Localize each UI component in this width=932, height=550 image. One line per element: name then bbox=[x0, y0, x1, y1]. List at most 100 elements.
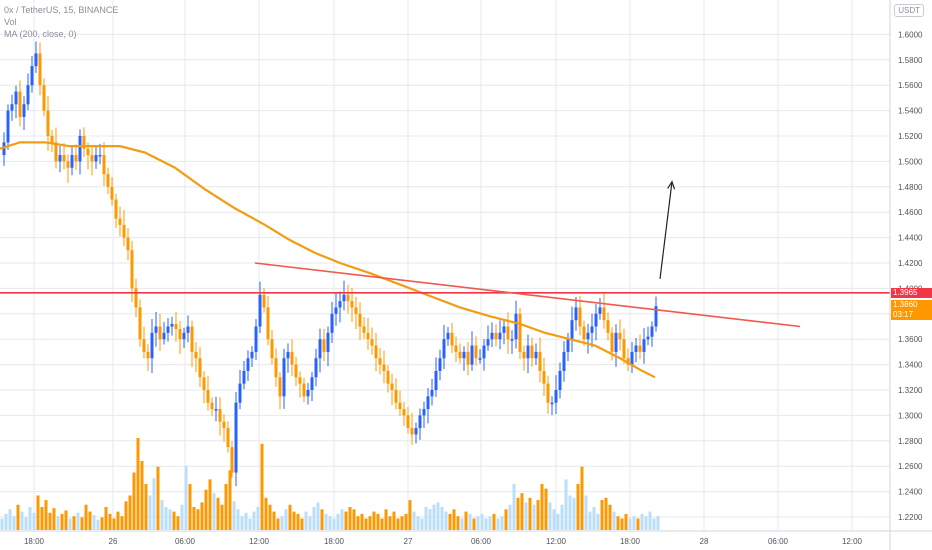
currency-badge[interactable]: USDT bbox=[894, 4, 924, 17]
candle-body bbox=[230, 447, 234, 473]
candle-body bbox=[162, 332, 166, 340]
volume-bar bbox=[68, 518, 72, 530]
volume-bar bbox=[540, 484, 544, 530]
volume-bar bbox=[180, 504, 184, 530]
candle-body bbox=[510, 339, 514, 341]
volume-bar bbox=[296, 513, 300, 530]
candle-body bbox=[250, 351, 254, 359]
volume-bar bbox=[412, 511, 416, 530]
candle-body bbox=[438, 358, 442, 371]
volume-bar bbox=[532, 504, 536, 530]
breakout-arrow[interactable] bbox=[659, 180, 676, 279]
price-tick-label: 1.2800 bbox=[898, 437, 923, 446]
volume-bar bbox=[128, 495, 132, 530]
time-tick-label: 18:00 bbox=[324, 537, 345, 546]
volume-bar bbox=[132, 472, 136, 530]
candle-body bbox=[54, 142, 58, 162]
price-tick-label: 1.5200 bbox=[898, 132, 923, 141]
candle-body bbox=[98, 155, 102, 157]
candle-body bbox=[322, 339, 326, 352]
candle-body bbox=[614, 332, 618, 352]
ma-legend-label[interactable]: MA (200, close, 0) bbox=[4, 29, 77, 39]
candle-body bbox=[490, 332, 494, 340]
volume-bar bbox=[216, 497, 220, 530]
volume-bar bbox=[268, 504, 272, 530]
price-tick-label: 1.3600 bbox=[898, 335, 923, 344]
volume-bar bbox=[284, 509, 288, 530]
candle-body bbox=[574, 307, 578, 321]
candle-body bbox=[90, 155, 94, 162]
candle-body bbox=[222, 421, 226, 429]
volume-bar bbox=[576, 484, 580, 530]
candle-body bbox=[466, 351, 470, 365]
time-tick-label: 18:00 bbox=[24, 537, 45, 546]
candle-body bbox=[210, 402, 214, 410]
volume-bar bbox=[452, 509, 456, 530]
price-axis-panel[interactable] bbox=[890, 0, 932, 550]
volume-bar bbox=[116, 511, 120, 530]
symbol-title[interactable]: 0x / TetherUS, 15, BINANCE bbox=[4, 5, 119, 15]
volume-histogram bbox=[0, 438, 660, 530]
volume-bar bbox=[300, 518, 304, 530]
candle-body bbox=[366, 332, 370, 340]
candle-body bbox=[470, 345, 474, 365]
volume-bar bbox=[480, 513, 484, 530]
candle-body bbox=[530, 345, 534, 359]
volume-bar bbox=[124, 501, 128, 530]
volume-bar bbox=[240, 516, 244, 530]
volume-bar bbox=[580, 466, 584, 530]
volume-bar bbox=[496, 518, 500, 530]
candle-body bbox=[486, 339, 490, 346]
volume-bar bbox=[440, 507, 444, 530]
candle-body bbox=[426, 396, 430, 410]
volume-bar bbox=[632, 516, 636, 530]
candle-body bbox=[122, 224, 126, 238]
volume-bar bbox=[436, 502, 440, 530]
candle-body bbox=[634, 345, 638, 352]
volume-bar bbox=[616, 516, 620, 530]
volume-bar bbox=[336, 513, 340, 530]
candle-body bbox=[566, 339, 570, 352]
candle-body bbox=[22, 104, 26, 117]
volume-bar bbox=[140, 461, 144, 530]
price-tick-label: 1.2400 bbox=[898, 488, 923, 497]
volume-legend-label[interactable]: Vol bbox=[4, 17, 17, 27]
volume-bar bbox=[408, 500, 412, 530]
volume-bar bbox=[568, 495, 572, 530]
volume-bar bbox=[472, 518, 476, 530]
candle-body bbox=[70, 155, 74, 168]
candle-body bbox=[406, 415, 410, 429]
volume-bar bbox=[44, 500, 48, 530]
candle-body bbox=[542, 370, 546, 384]
candle-body bbox=[198, 358, 202, 378]
candle-body bbox=[554, 390, 558, 403]
descending-trend-line[interactable] bbox=[254, 262, 801, 328]
candle-body bbox=[370, 339, 374, 346]
volume-bar bbox=[376, 513, 380, 530]
candle-body bbox=[74, 155, 78, 162]
volume-bar bbox=[464, 511, 468, 530]
volume-bar bbox=[48, 512, 52, 530]
volume-bar bbox=[156, 466, 160, 530]
candle-body bbox=[410, 428, 414, 435]
candle-body bbox=[238, 383, 242, 403]
candle-body bbox=[454, 345, 458, 352]
candle-body bbox=[226, 428, 230, 448]
time-tick-label: 06:00 bbox=[175, 537, 196, 546]
candle-body bbox=[134, 288, 138, 308]
candle-body bbox=[446, 332, 450, 340]
candle-body bbox=[358, 313, 362, 327]
candle-body bbox=[58, 155, 62, 162]
volume-bar bbox=[352, 509, 356, 530]
volume-bar bbox=[36, 495, 40, 530]
volume-bar bbox=[624, 513, 628, 530]
volume-bar bbox=[172, 511, 176, 530]
volume-bar bbox=[192, 507, 196, 530]
candle-body bbox=[114, 199, 118, 219]
volume-bar bbox=[28, 507, 32, 530]
volume-bar bbox=[96, 519, 100, 530]
volume-bar bbox=[380, 518, 384, 530]
candle-body bbox=[458, 351, 462, 359]
volume-bar bbox=[80, 517, 84, 530]
